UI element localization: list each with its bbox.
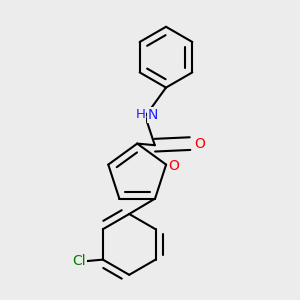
Text: O: O xyxy=(169,159,180,173)
Text: Cl: Cl xyxy=(72,254,86,268)
Text: O: O xyxy=(194,136,205,151)
Text: H: H xyxy=(136,108,145,121)
Text: N: N xyxy=(148,108,158,122)
